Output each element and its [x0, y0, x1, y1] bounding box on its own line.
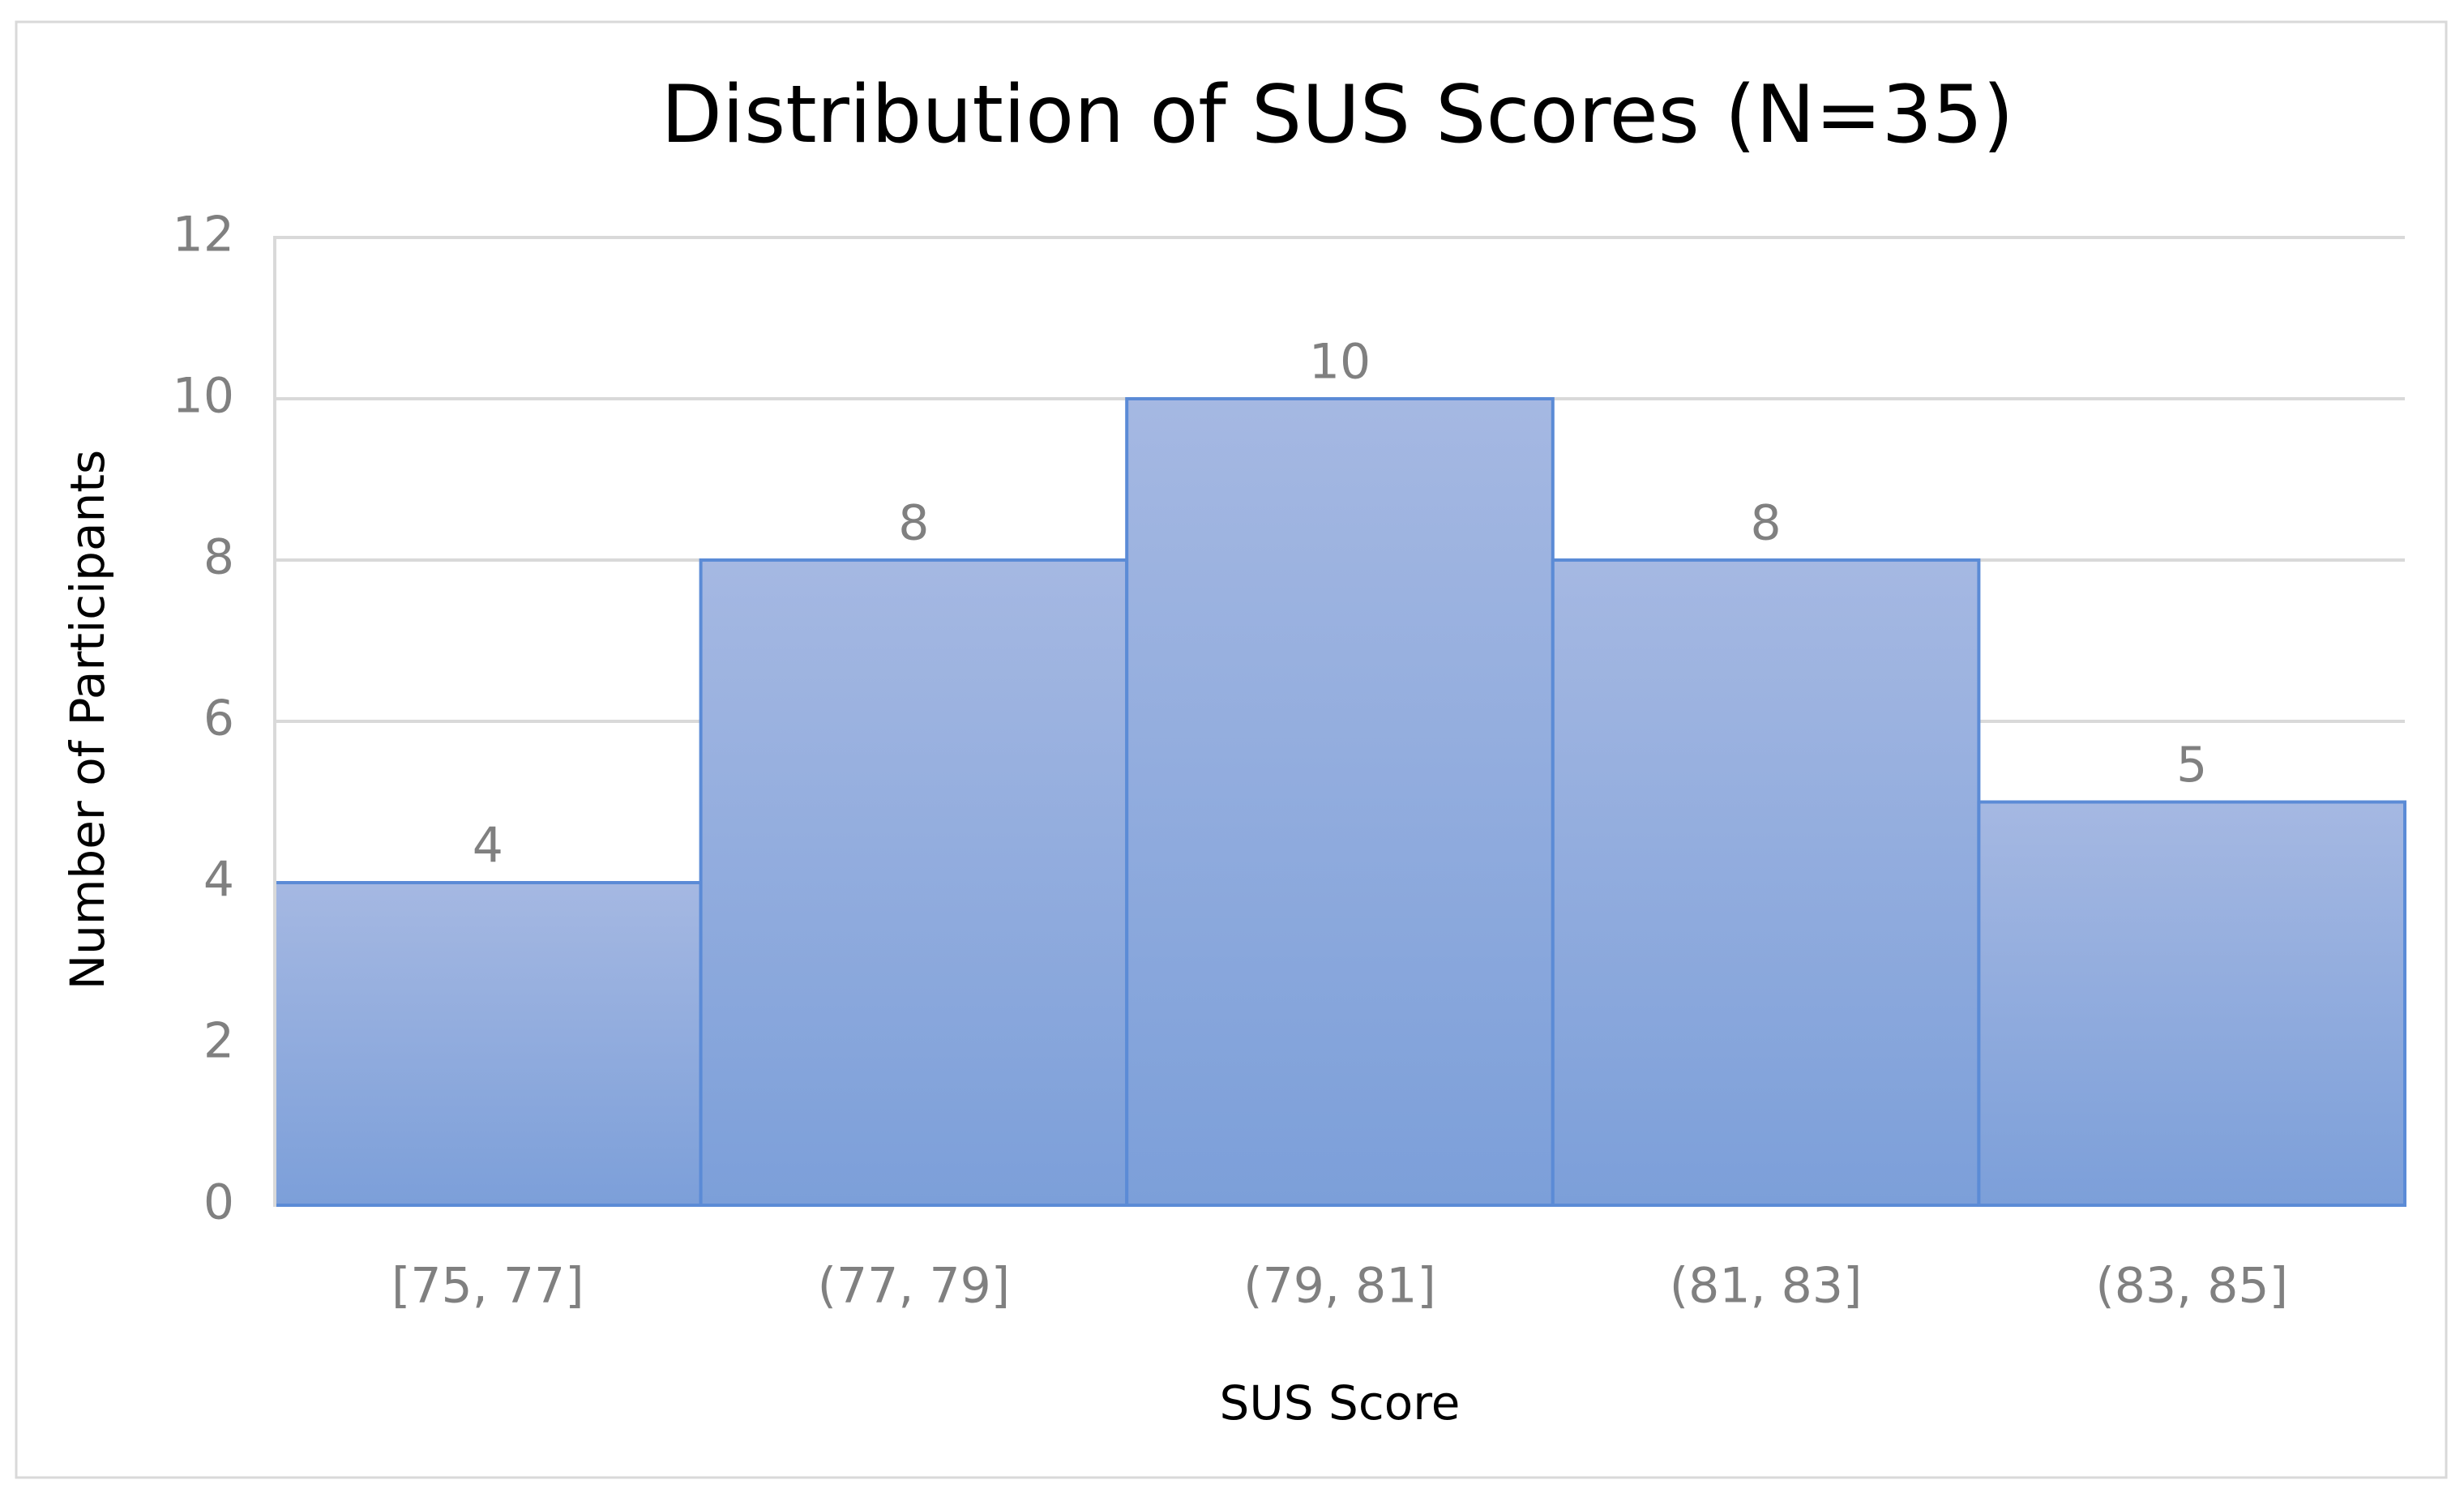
data-label: 10 — [1309, 334, 1371, 391]
bar — [699, 558, 1129, 1207]
bar — [1551, 558, 1981, 1207]
data-label: 5 — [2176, 737, 2207, 793]
y-tick-label: 6 — [203, 691, 234, 747]
x-tick-label: [75, 77] — [391, 1258, 584, 1315]
y-tick-label: 12 — [173, 207, 234, 263]
x-tick-label: (79, 81] — [1243, 1258, 1436, 1315]
bar — [1125, 397, 1555, 1207]
data-label: 8 — [898, 495, 929, 552]
y-tick-label: 10 — [173, 368, 234, 425]
y-tick-label: 2 — [203, 1013, 234, 1070]
y-tick-label: 8 — [203, 529, 234, 586]
data-label: 8 — [1751, 495, 1782, 552]
bar — [273, 881, 703, 1207]
data-label: 4 — [473, 818, 503, 875]
chart-title: Distribution of SUS Scores (N=35) — [661, 69, 2013, 161]
x-axis-title: SUS Score — [1220, 1375, 1461, 1431]
x-tick-label: (81, 83] — [1670, 1258, 1863, 1315]
x-tick-label: (83, 85] — [2095, 1258, 2288, 1315]
x-tick-label: (77, 79] — [818, 1258, 1011, 1315]
y-axis-title: Number of Participants — [60, 450, 115, 990]
y-tick-label: 4 — [203, 852, 234, 909]
plot-area: 0 2 4 6 8 10 12 4 [75, 77] 8 (77, 79] 10 (79, 81] 8 (8… — [173, 207, 2406, 1315]
bar — [1977, 800, 2406, 1207]
y-tick-label: 0 — [203, 1174, 234, 1231]
